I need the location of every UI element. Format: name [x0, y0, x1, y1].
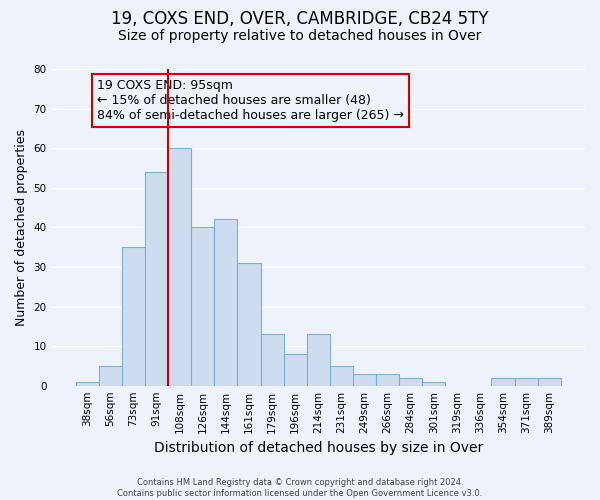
Text: Contains HM Land Registry data © Crown copyright and database right 2024.
Contai: Contains HM Land Registry data © Crown c…: [118, 478, 482, 498]
Text: 19, COXS END, OVER, CAMBRIDGE, CB24 5TY: 19, COXS END, OVER, CAMBRIDGE, CB24 5TY: [111, 10, 489, 28]
Bar: [191, 228, 214, 386]
Y-axis label: Number of detached properties: Number of detached properties: [15, 129, 28, 326]
Bar: [76, 382, 99, 386]
Bar: [353, 374, 376, 386]
Bar: [491, 378, 515, 386]
Bar: [376, 374, 399, 386]
Bar: [422, 382, 445, 386]
Bar: [99, 366, 122, 386]
Bar: [122, 247, 145, 386]
X-axis label: Distribution of detached houses by size in Over: Distribution of detached houses by size …: [154, 441, 483, 455]
Text: Size of property relative to detached houses in Over: Size of property relative to detached ho…: [118, 29, 482, 43]
Bar: [284, 354, 307, 386]
Bar: [260, 334, 284, 386]
Bar: [538, 378, 561, 386]
Bar: [330, 366, 353, 386]
Bar: [238, 263, 260, 386]
Bar: [515, 378, 538, 386]
Bar: [168, 148, 191, 386]
Bar: [214, 220, 238, 386]
Bar: [307, 334, 330, 386]
Bar: [399, 378, 422, 386]
Text: 19 COXS END: 95sqm
← 15% of detached houses are smaller (48)
84% of semi-detache: 19 COXS END: 95sqm ← 15% of detached hou…: [97, 78, 404, 122]
Bar: [145, 172, 168, 386]
